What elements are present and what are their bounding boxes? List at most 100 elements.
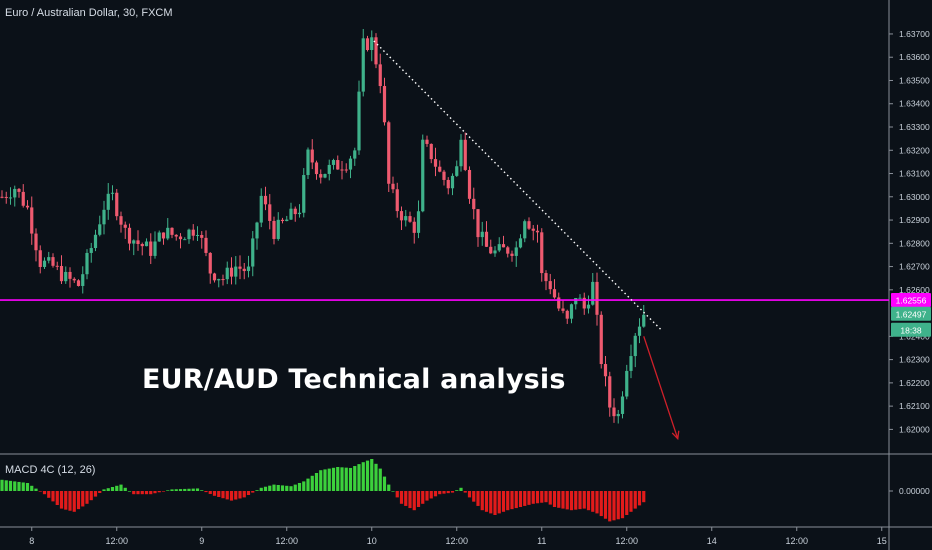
candle-body xyxy=(221,279,225,281)
x-tick-label: 11 xyxy=(537,536,546,546)
x-tick-label: 12:00 xyxy=(445,536,468,546)
candle-body xyxy=(433,159,438,167)
macd-bar xyxy=(408,491,412,509)
macd-bar xyxy=(183,488,187,491)
candle xyxy=(13,185,17,207)
candle xyxy=(450,173,455,196)
support-price-label: 1.62556 xyxy=(891,293,931,308)
x-tick-label: 12:00 xyxy=(105,536,128,546)
candle xyxy=(378,53,382,94)
macd-bar xyxy=(625,491,629,515)
candle-body xyxy=(285,219,289,222)
candle-body xyxy=(540,232,544,274)
candle xyxy=(625,364,629,400)
candle xyxy=(310,139,314,170)
x-tick-label: 8 xyxy=(29,536,34,546)
candle xyxy=(510,250,514,262)
candle-body xyxy=(255,222,259,239)
candle-body xyxy=(38,250,42,267)
macd-bar xyxy=(365,460,370,491)
macd-bar xyxy=(136,491,140,495)
macd-bar xyxy=(174,489,178,491)
candle-body xyxy=(387,122,391,184)
macd-bar xyxy=(161,491,166,492)
candle xyxy=(85,249,89,280)
candle-body xyxy=(429,143,433,160)
candle xyxy=(557,292,561,312)
candle-body xyxy=(489,246,493,254)
candle-body xyxy=(81,274,85,286)
macd-bar xyxy=(4,480,8,491)
candle-body xyxy=(289,208,293,220)
candle-body xyxy=(625,370,629,397)
macd-bar xyxy=(548,491,552,505)
candle-body xyxy=(170,227,174,235)
candle xyxy=(612,398,616,423)
candle xyxy=(234,256,238,285)
candle xyxy=(285,215,289,222)
macd-bar xyxy=(565,491,569,510)
candle xyxy=(544,270,548,291)
candle-body xyxy=(251,238,255,267)
resistance-trend-line xyxy=(373,40,662,330)
macd-bar xyxy=(149,491,153,495)
candle-body xyxy=(336,160,340,170)
candle-body xyxy=(132,240,136,244)
candle-body xyxy=(404,216,408,221)
candle-body xyxy=(0,196,4,198)
macd-bar xyxy=(217,491,221,497)
candle xyxy=(238,255,242,280)
macd-bar xyxy=(450,491,455,493)
candle xyxy=(438,160,442,173)
macd-bar xyxy=(106,488,110,491)
candle xyxy=(55,261,59,271)
macd-bar xyxy=(429,491,433,499)
y-tick-label: 1.62600 xyxy=(899,285,930,295)
macd-bar xyxy=(268,485,272,491)
candle-body xyxy=(582,297,586,309)
macd-bar xyxy=(527,491,531,505)
y-tick-label: 1.63500 xyxy=(899,75,930,85)
macd-bar xyxy=(191,488,195,491)
macd-bar xyxy=(263,486,268,491)
candle xyxy=(0,190,4,199)
macd-bar xyxy=(13,481,17,491)
macd-bar xyxy=(81,491,85,507)
candle-body xyxy=(136,240,140,245)
candle xyxy=(518,234,523,249)
candle-body xyxy=(518,238,523,248)
candles xyxy=(0,28,646,424)
macd-bar xyxy=(637,491,642,506)
candle xyxy=(208,252,212,284)
macd-bar xyxy=(42,491,47,495)
candle-body xyxy=(523,221,527,239)
macd-bar xyxy=(166,490,170,491)
candle xyxy=(136,230,140,251)
candle-body xyxy=(183,239,187,241)
candle xyxy=(408,211,412,223)
macd-bar xyxy=(30,485,34,491)
candle-body xyxy=(149,241,153,256)
candle xyxy=(476,209,480,247)
candle xyxy=(25,200,30,210)
candle-body xyxy=(531,228,535,231)
candle-body xyxy=(591,281,595,305)
candle xyxy=(217,278,221,288)
candle-body xyxy=(412,221,416,233)
macd-bar xyxy=(382,476,387,491)
macd-bar xyxy=(276,485,280,491)
macd-bar xyxy=(370,459,374,491)
candle-body xyxy=(344,169,348,171)
macd-bar xyxy=(523,491,527,506)
candle-body xyxy=(89,248,93,253)
candle-body xyxy=(399,211,404,221)
candle xyxy=(144,238,149,247)
candle-body xyxy=(535,230,540,233)
candle xyxy=(480,221,484,246)
candle-body xyxy=(238,266,242,269)
candle xyxy=(64,266,68,284)
macd-bar xyxy=(51,491,55,502)
candle-body xyxy=(467,169,472,199)
candle-body xyxy=(365,38,370,50)
candle-body xyxy=(472,198,476,210)
